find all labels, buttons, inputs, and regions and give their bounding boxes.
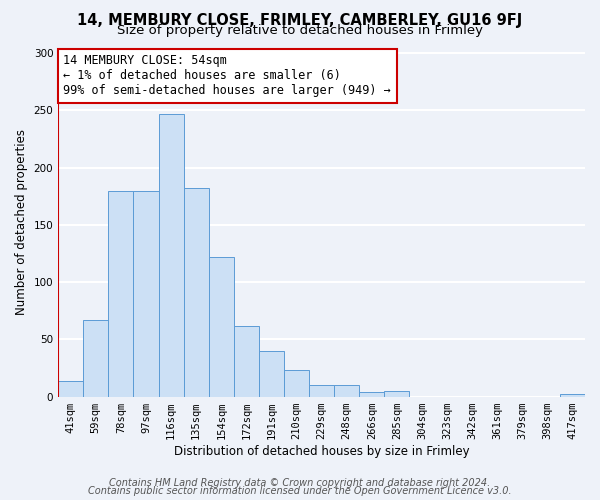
Text: Size of property relative to detached houses in Frimley: Size of property relative to detached ho… <box>117 24 483 37</box>
Bar <box>385 391 409 396</box>
Bar <box>284 370 309 396</box>
X-axis label: Distribution of detached houses by size in Frimley: Distribution of detached houses by size … <box>174 444 469 458</box>
Bar <box>560 394 585 396</box>
Text: Contains public sector information licensed under the Open Government Licence v3: Contains public sector information licen… <box>88 486 512 496</box>
Bar <box>109 190 133 396</box>
Bar <box>309 385 334 396</box>
Bar <box>133 190 158 396</box>
Bar <box>83 320 109 396</box>
Bar <box>359 392 385 396</box>
Bar <box>209 257 234 396</box>
Text: 14 MEMBURY CLOSE: 54sqm
← 1% of detached houses are smaller (6)
99% of semi-deta: 14 MEMBURY CLOSE: 54sqm ← 1% of detached… <box>64 54 391 98</box>
Y-axis label: Number of detached properties: Number of detached properties <box>15 129 28 315</box>
Text: Contains HM Land Registry data © Crown copyright and database right 2024.: Contains HM Land Registry data © Crown c… <box>109 478 491 488</box>
Bar <box>184 188 209 396</box>
Bar <box>58 380 83 396</box>
Bar <box>158 114 184 397</box>
Bar <box>259 351 284 397</box>
Text: 14, MEMBURY CLOSE, FRIMLEY, CAMBERLEY, GU16 9FJ: 14, MEMBURY CLOSE, FRIMLEY, CAMBERLEY, G… <box>77 12 523 28</box>
Bar <box>234 326 259 396</box>
Bar <box>334 385 359 396</box>
